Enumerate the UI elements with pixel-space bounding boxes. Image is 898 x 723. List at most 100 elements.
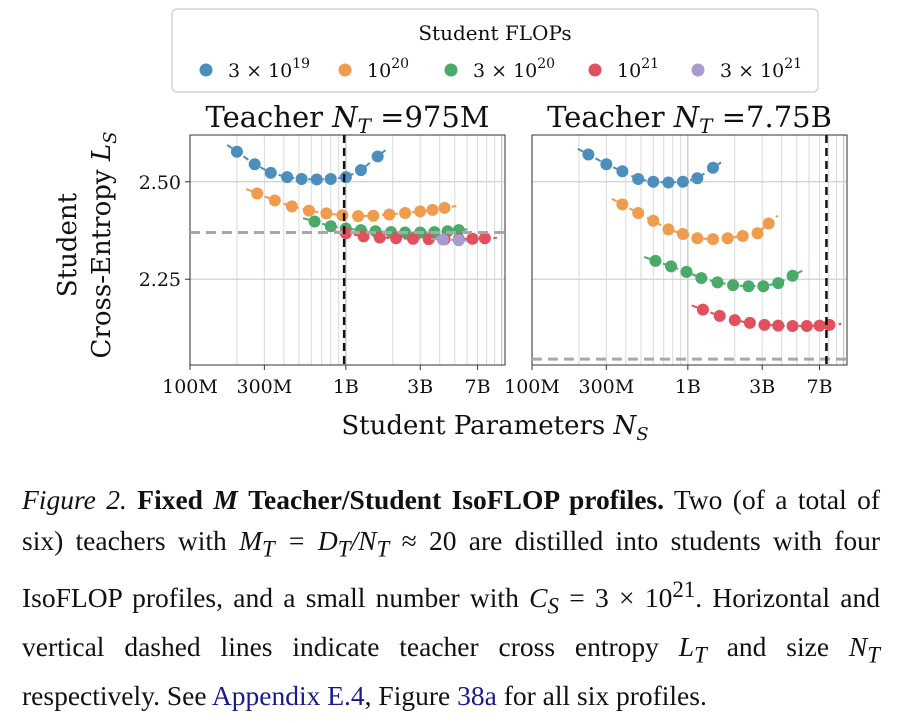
caption-math-2-sub: T — [337, 536, 351, 561]
legend-label-1: 1020 — [367, 56, 409, 82]
data-point-s2-3 — [695, 272, 708, 285]
data-point-s0-1 — [600, 158, 613, 171]
legend-frame — [171, 8, 819, 93]
caption-math-8: N — [848, 630, 868, 662]
caption-math-7-sub: T — [694, 642, 707, 668]
data-point-s2-6 — [742, 280, 755, 293]
x-tick-label-3: 3B — [407, 376, 433, 398]
x-tick-label-0: 100M — [504, 376, 560, 398]
y-tick-label-0: 2.50 — [139, 172, 181, 194]
data-point-s1-9 — [399, 206, 412, 219]
legend-marker-3 — [588, 63, 602, 77]
data-point-s3-2 — [728, 314, 741, 327]
caption-math-2: = D — [274, 524, 338, 556]
data-point-s1-4 — [320, 207, 333, 220]
legend-marker-1 — [338, 63, 352, 77]
data-point-s4-1 — [452, 234, 465, 247]
x-tick-label-2: 1B — [333, 376, 359, 398]
data-point-s1-7 — [721, 232, 734, 245]
panel-title: Teacher NT =975M — [205, 100, 489, 138]
data-point-s0-8 — [354, 164, 367, 177]
y-axis-label-text: Cross-Entropy — [87, 169, 117, 358]
data-point-s2-1 — [324, 220, 337, 233]
data-point-s0-9 — [371, 150, 384, 163]
series-group — [577, 147, 842, 333]
data-point-s0-6 — [324, 173, 337, 186]
caption-text-1: Two (of a total of six) teachers with — [22, 484, 881, 556]
legend-marker-4 — [691, 63, 705, 77]
data-point-s1-12 — [438, 201, 451, 214]
data-point-s0-4 — [647, 175, 660, 188]
data-point-s4-0 — [436, 233, 449, 246]
legend-label-4: 3 × 1021 — [720, 56, 802, 82]
data-point-s0-5 — [310, 173, 323, 186]
caption-text-3: . Horizontal and vertical dashed lines i… — [22, 581, 881, 662]
caption-math-5-sub: S — [547, 593, 559, 619]
gridlines — [189, 135, 505, 365]
x-axis-label-symbol: N — [613, 411, 638, 441]
x-tick-label-4: 7B — [807, 376, 833, 398]
caption-math-7: L — [678, 630, 695, 662]
x-axis-label-text: Student Parameters — [341, 411, 605, 441]
caption-figure-label: Figure 2. — [22, 484, 127, 515]
caption-math-8-sub: T — [867, 642, 881, 668]
x-axis-label-sub: S — [636, 424, 648, 445]
caption-math-3: /N — [350, 524, 377, 556]
legend-marker-0 — [199, 63, 213, 77]
data-point-s2-4 — [711, 276, 724, 289]
caption-text-4: and size — [726, 630, 830, 662]
caption-link-appendix[interactable]: Appendix E.4 — [211, 679, 365, 711]
legend-marker-2 — [444, 63, 458, 77]
legend-label-3: 1021 — [617, 56, 659, 82]
data-point-s0-7 — [339, 171, 352, 184]
data-point-s1-3 — [302, 204, 315, 217]
data-point-s1-5 — [336, 209, 349, 222]
caption-math-6: = 3 × 10 — [558, 581, 673, 613]
data-point-s0-1 — [248, 158, 261, 171]
data-point-s3-4 — [407, 232, 420, 245]
axes-frame — [531, 134, 848, 366]
data-point-s3-3 — [743, 316, 756, 329]
data-point-s1-5 — [691, 232, 704, 245]
data-point-s1-0 — [616, 198, 629, 211]
data-point-s3-0 — [339, 227, 352, 240]
data-point-s1-4 — [676, 228, 689, 241]
data-point-s3-9 — [478, 232, 491, 245]
series-group — [226, 144, 497, 247]
data-point-s3-8 — [466, 232, 479, 245]
data-point-s0-4 — [295, 173, 308, 186]
data-point-s2-7 — [757, 280, 770, 293]
x-tick-label-0: 100M — [162, 376, 218, 398]
caption-link-figure[interactable]: 38a — [457, 679, 497, 711]
data-point-s3-0 — [696, 303, 709, 316]
caption-bold-a: Fixed — [137, 484, 203, 515]
caption-bold-b: Teacher/Student IsoFLOP profiles. — [248, 484, 664, 515]
x-axis-label: Student Parameters NS — [341, 411, 648, 445]
data-point-s3-4 — [758, 318, 771, 331]
caption-math-3-sub: T — [376, 536, 390, 561]
caption-math-1-sub: T — [262, 536, 275, 561]
data-point-s1-7 — [367, 209, 380, 222]
caption-math-1: M — [239, 524, 263, 556]
data-point-s0-8 — [706, 161, 719, 174]
caption-text-5: respectively. See — [22, 679, 207, 711]
data-point-s2-1 — [665, 260, 678, 273]
data-point-s0-6 — [676, 175, 689, 188]
data-point-s1-9 — [751, 227, 764, 240]
panel-teacher-975m: 100M 300M 1B 3B 7B 2.50 2.25 Teacher NT =975M — [139, 100, 506, 398]
data-point-s2-5 — [727, 279, 740, 292]
gridlines — [531, 135, 847, 365]
caption-text-7: for all six profiles. — [503, 679, 707, 711]
y-axis-label-sub: S — [100, 132, 121, 144]
legend-label-0: 3 × 1019 — [228, 56, 310, 82]
y-axis-label-line2: Cross-Entropy LS — [87, 132, 121, 359]
legend-label-2: 3 × 1020 — [473, 56, 555, 82]
data-point-s1-10 — [414, 205, 427, 218]
data-point-s0-5 — [662, 176, 675, 189]
data-point-s1-2 — [647, 214, 660, 227]
y-axis-label-line1: Student — [53, 192, 83, 297]
data-point-s2-9 — [786, 269, 799, 282]
data-point-s0-7 — [691, 172, 704, 185]
data-point-s3-7 — [800, 320, 813, 333]
caption-math-5: C — [529, 581, 548, 613]
